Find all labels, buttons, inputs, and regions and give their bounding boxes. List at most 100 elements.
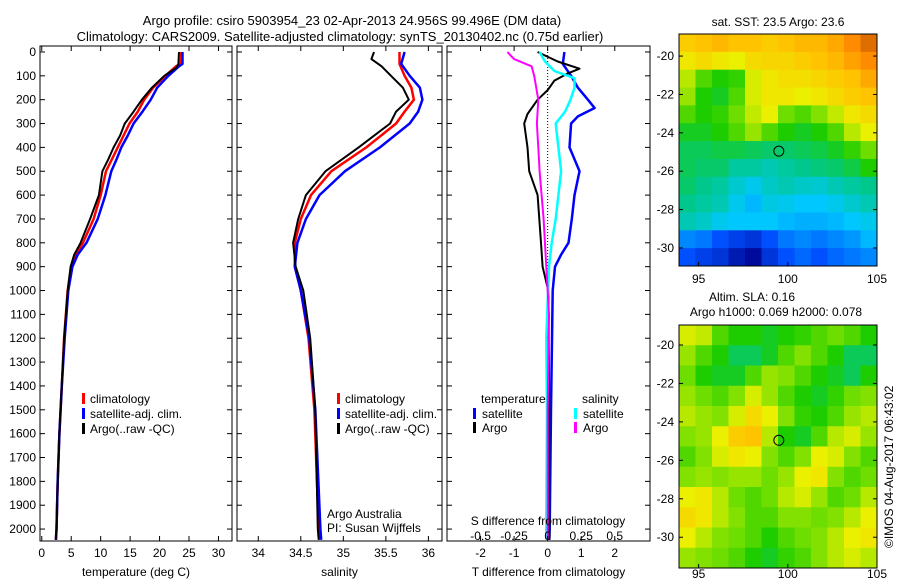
heatmap-cell <box>728 51 746 71</box>
heatmap-cell <box>860 325 878 346</box>
heatmap-cell <box>745 158 762 178</box>
heatmap-cell <box>761 547 779 569</box>
depth-tick-label: 1900 <box>9 498 36 512</box>
depth-tick-label: 2000 <box>9 522 36 536</box>
heatmap-cell <box>695 158 713 178</box>
sst-map-title: sat. SST: 23.5 Argo: 23.6 <box>712 15 845 29</box>
heatmap-cell <box>679 194 696 213</box>
heatmap-cell <box>712 158 729 178</box>
depth-tick-label: 400 <box>16 140 36 154</box>
latitude-tick-label: -26 <box>657 164 675 178</box>
depth-tick-label: 1700 <box>9 451 36 465</box>
s-tick-label: -0.5 <box>470 529 491 543</box>
heatmap-cell <box>827 69 845 89</box>
heatmap-cell <box>728 406 746 427</box>
x-axis-label: T difference from climatology <box>472 565 626 579</box>
heatmap-cell <box>860 507 878 528</box>
series-line-satellite-adj-clim- <box>293 51 424 540</box>
heatmap-cell <box>695 141 713 160</box>
heatmap-cell <box>844 466 861 488</box>
heatmap-cell <box>794 466 812 488</box>
heatmap-cell <box>794 194 812 213</box>
heatmap-cell <box>679 365 696 387</box>
heatmap-cell <box>679 34 696 53</box>
series-line-climatology <box>54 51 183 540</box>
heatmap-cell <box>695 212 713 231</box>
heatmap-cell <box>860 123 878 142</box>
longitude-tick-label: 95 <box>692 567 706 580</box>
heatmap-cell <box>695 466 713 488</box>
heatmap-cell <box>728 105 746 124</box>
heatmap-cell <box>745 248 762 267</box>
heatmap-cell <box>811 212 828 231</box>
heatmap-cell <box>761 446 779 468</box>
series-line-t-satellite <box>548 51 596 540</box>
depth-tick-label: 600 <box>16 188 36 202</box>
heatmap-cell <box>860 34 878 53</box>
heatmap-cell <box>844 385 861 407</box>
sla-map-title: Altim. SLA: 0.16 <box>709 290 795 304</box>
heatmap-cell <box>728 426 746 447</box>
heatmap-cell <box>844 426 861 447</box>
heatmap-cell <box>712 345 729 366</box>
depth-tick-label: 1500 <box>9 403 36 417</box>
series-line-climatology <box>293 52 416 540</box>
heatmap-cell <box>745 365 762 387</box>
heatmap-cell <box>695 176 713 196</box>
heatmap-cell <box>860 248 878 267</box>
heatmap-cell <box>844 345 861 366</box>
heatmap-cell <box>695 547 713 569</box>
heatmap-cell <box>712 406 729 427</box>
s-axis-label: S difference from climatology <box>471 514 626 528</box>
latitude-tick-label: -30 <box>657 530 675 544</box>
heatmap-cell <box>679 507 696 528</box>
heatmap-cell <box>679 105 696 124</box>
latitude-tick-label: -26 <box>657 453 675 467</box>
heatmap-cell <box>827 248 845 267</box>
heatmap-cell <box>712 87 729 106</box>
heatmap-cell <box>761 365 779 387</box>
heatmap-cell <box>844 69 861 89</box>
heatmap-cell <box>860 345 878 366</box>
heatmap-cell <box>860 212 878 231</box>
heatmap-cell <box>844 507 861 528</box>
legend-swatch <box>574 408 577 419</box>
heatmap-cell <box>679 406 696 427</box>
x-tick-label: 35.5 <box>374 546 398 560</box>
heatmap-cell <box>778 87 795 106</box>
heatmap-cell <box>811 345 828 366</box>
depth-tick-label: 1100 <box>10 307 36 321</box>
x-tick-label: -1 <box>509 546 520 560</box>
heatmap-cell <box>811 487 828 508</box>
heatmap-cell <box>860 426 878 447</box>
heatmap-cell <box>728 230 746 249</box>
heatmap-cell <box>778 446 795 468</box>
heatmap-cell <box>811 51 828 71</box>
heatmap-cell <box>679 230 696 249</box>
heatmap-cell <box>761 466 779 488</box>
heatmap-cell <box>679 51 696 71</box>
heatmap-cell <box>679 158 696 178</box>
heatmap-cell <box>761 325 779 346</box>
sla-map: 95 100 105 -20 -22 -24 -26 -28 -30 Altim. SLA: 0.… <box>657 290 888 581</box>
heatmap-cell <box>827 141 845 160</box>
heatmap-cell <box>761 385 779 407</box>
heatmap-cell <box>728 507 746 528</box>
longitude-tick-label: 105 <box>867 272 887 286</box>
sla-map-subtitle: Argo h1000: 0.069 h2000: 0.078 <box>690 305 862 319</box>
heatmap-cell <box>794 87 812 106</box>
heatmap-cell <box>728 325 746 346</box>
heatmap-cell <box>745 34 762 53</box>
legend-swatch <box>473 408 476 419</box>
s-tick-label: 0.5 <box>606 529 623 543</box>
heatmap-cell <box>679 69 696 89</box>
heatmap-cell <box>860 406 878 427</box>
heatmap-cell <box>794 123 812 142</box>
x-tick-label: 2 <box>611 546 618 560</box>
heatmap-cell <box>844 194 861 213</box>
legend-swatch <box>337 393 340 404</box>
heatmap-cell <box>827 87 845 106</box>
heatmap-cell <box>811 123 828 142</box>
heatmap-cell <box>811 176 828 196</box>
s-tick-label: -0.25 <box>500 529 528 543</box>
